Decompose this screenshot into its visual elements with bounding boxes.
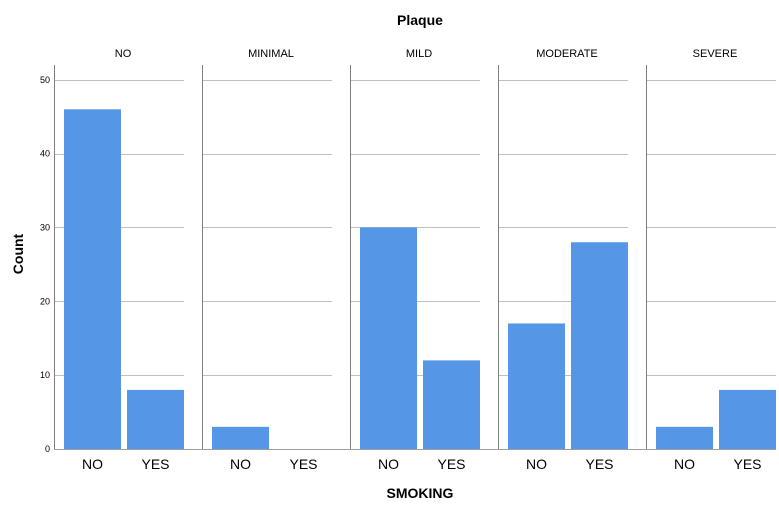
bar-mild-yes: [423, 360, 480, 449]
bar-severe-no: [656, 426, 713, 449]
x-tick-label: NO: [378, 456, 399, 472]
chart-title: Plaque: [397, 12, 443, 28]
facet-panel-moderate: MODERATE NO YES: [498, 48, 628, 472]
y-tick-label: 0: [45, 444, 50, 454]
x-tick-label: NO: [526, 456, 547, 472]
x-tick-label: YES: [141, 456, 169, 472]
x-tick-label: YES: [585, 456, 613, 472]
bar-mild-no: [360, 227, 417, 449]
y-axis-label: Count: [10, 233, 26, 274]
y-tick-label: 10: [40, 370, 50, 380]
facets-layer: NO NO YES MINIMAL NO YES MILD NO YES MODERATE NO YE…: [40, 48, 776, 472]
x-tick-label: NO: [230, 456, 251, 472]
facet-label: SEVERE: [693, 48, 738, 60]
y-tick-label: 20: [40, 296, 50, 306]
x-tick-label: NO: [82, 456, 103, 472]
bar-moderate-no: [508, 323, 565, 449]
x-tick-label: YES: [437, 456, 465, 472]
x-tick-label: NO: [674, 456, 695, 472]
facet-panel-no: NO NO YES: [54, 48, 184, 472]
bar-no-yes: [127, 389, 184, 449]
bar-moderate-yes: [571, 242, 628, 449]
facet-panel-mild: MILD NO YES: [350, 48, 480, 472]
facet-label: MILD: [406, 48, 432, 60]
facet-label: MINIMAL: [248, 48, 294, 60]
x-axis-label: SMOKING: [387, 485, 454, 501]
x-tick-label: YES: [289, 456, 317, 472]
bar-minimal-no: [212, 426, 269, 449]
facet-panel-minimal: MINIMAL NO YES: [202, 48, 332, 472]
facet-panel-severe: SEVERE NO YES: [646, 48, 776, 472]
bar-no-no: [64, 109, 121, 450]
bar-severe-yes: [719, 389, 776, 449]
y-tick-label: 30: [40, 222, 50, 232]
facet-label: NO: [115, 48, 132, 60]
x-tick-label: YES: [733, 456, 761, 472]
y-tick-label: 40: [40, 149, 50, 159]
facet-label: MODERATE: [536, 48, 598, 60]
y-tick-label: 50: [40, 75, 50, 85]
